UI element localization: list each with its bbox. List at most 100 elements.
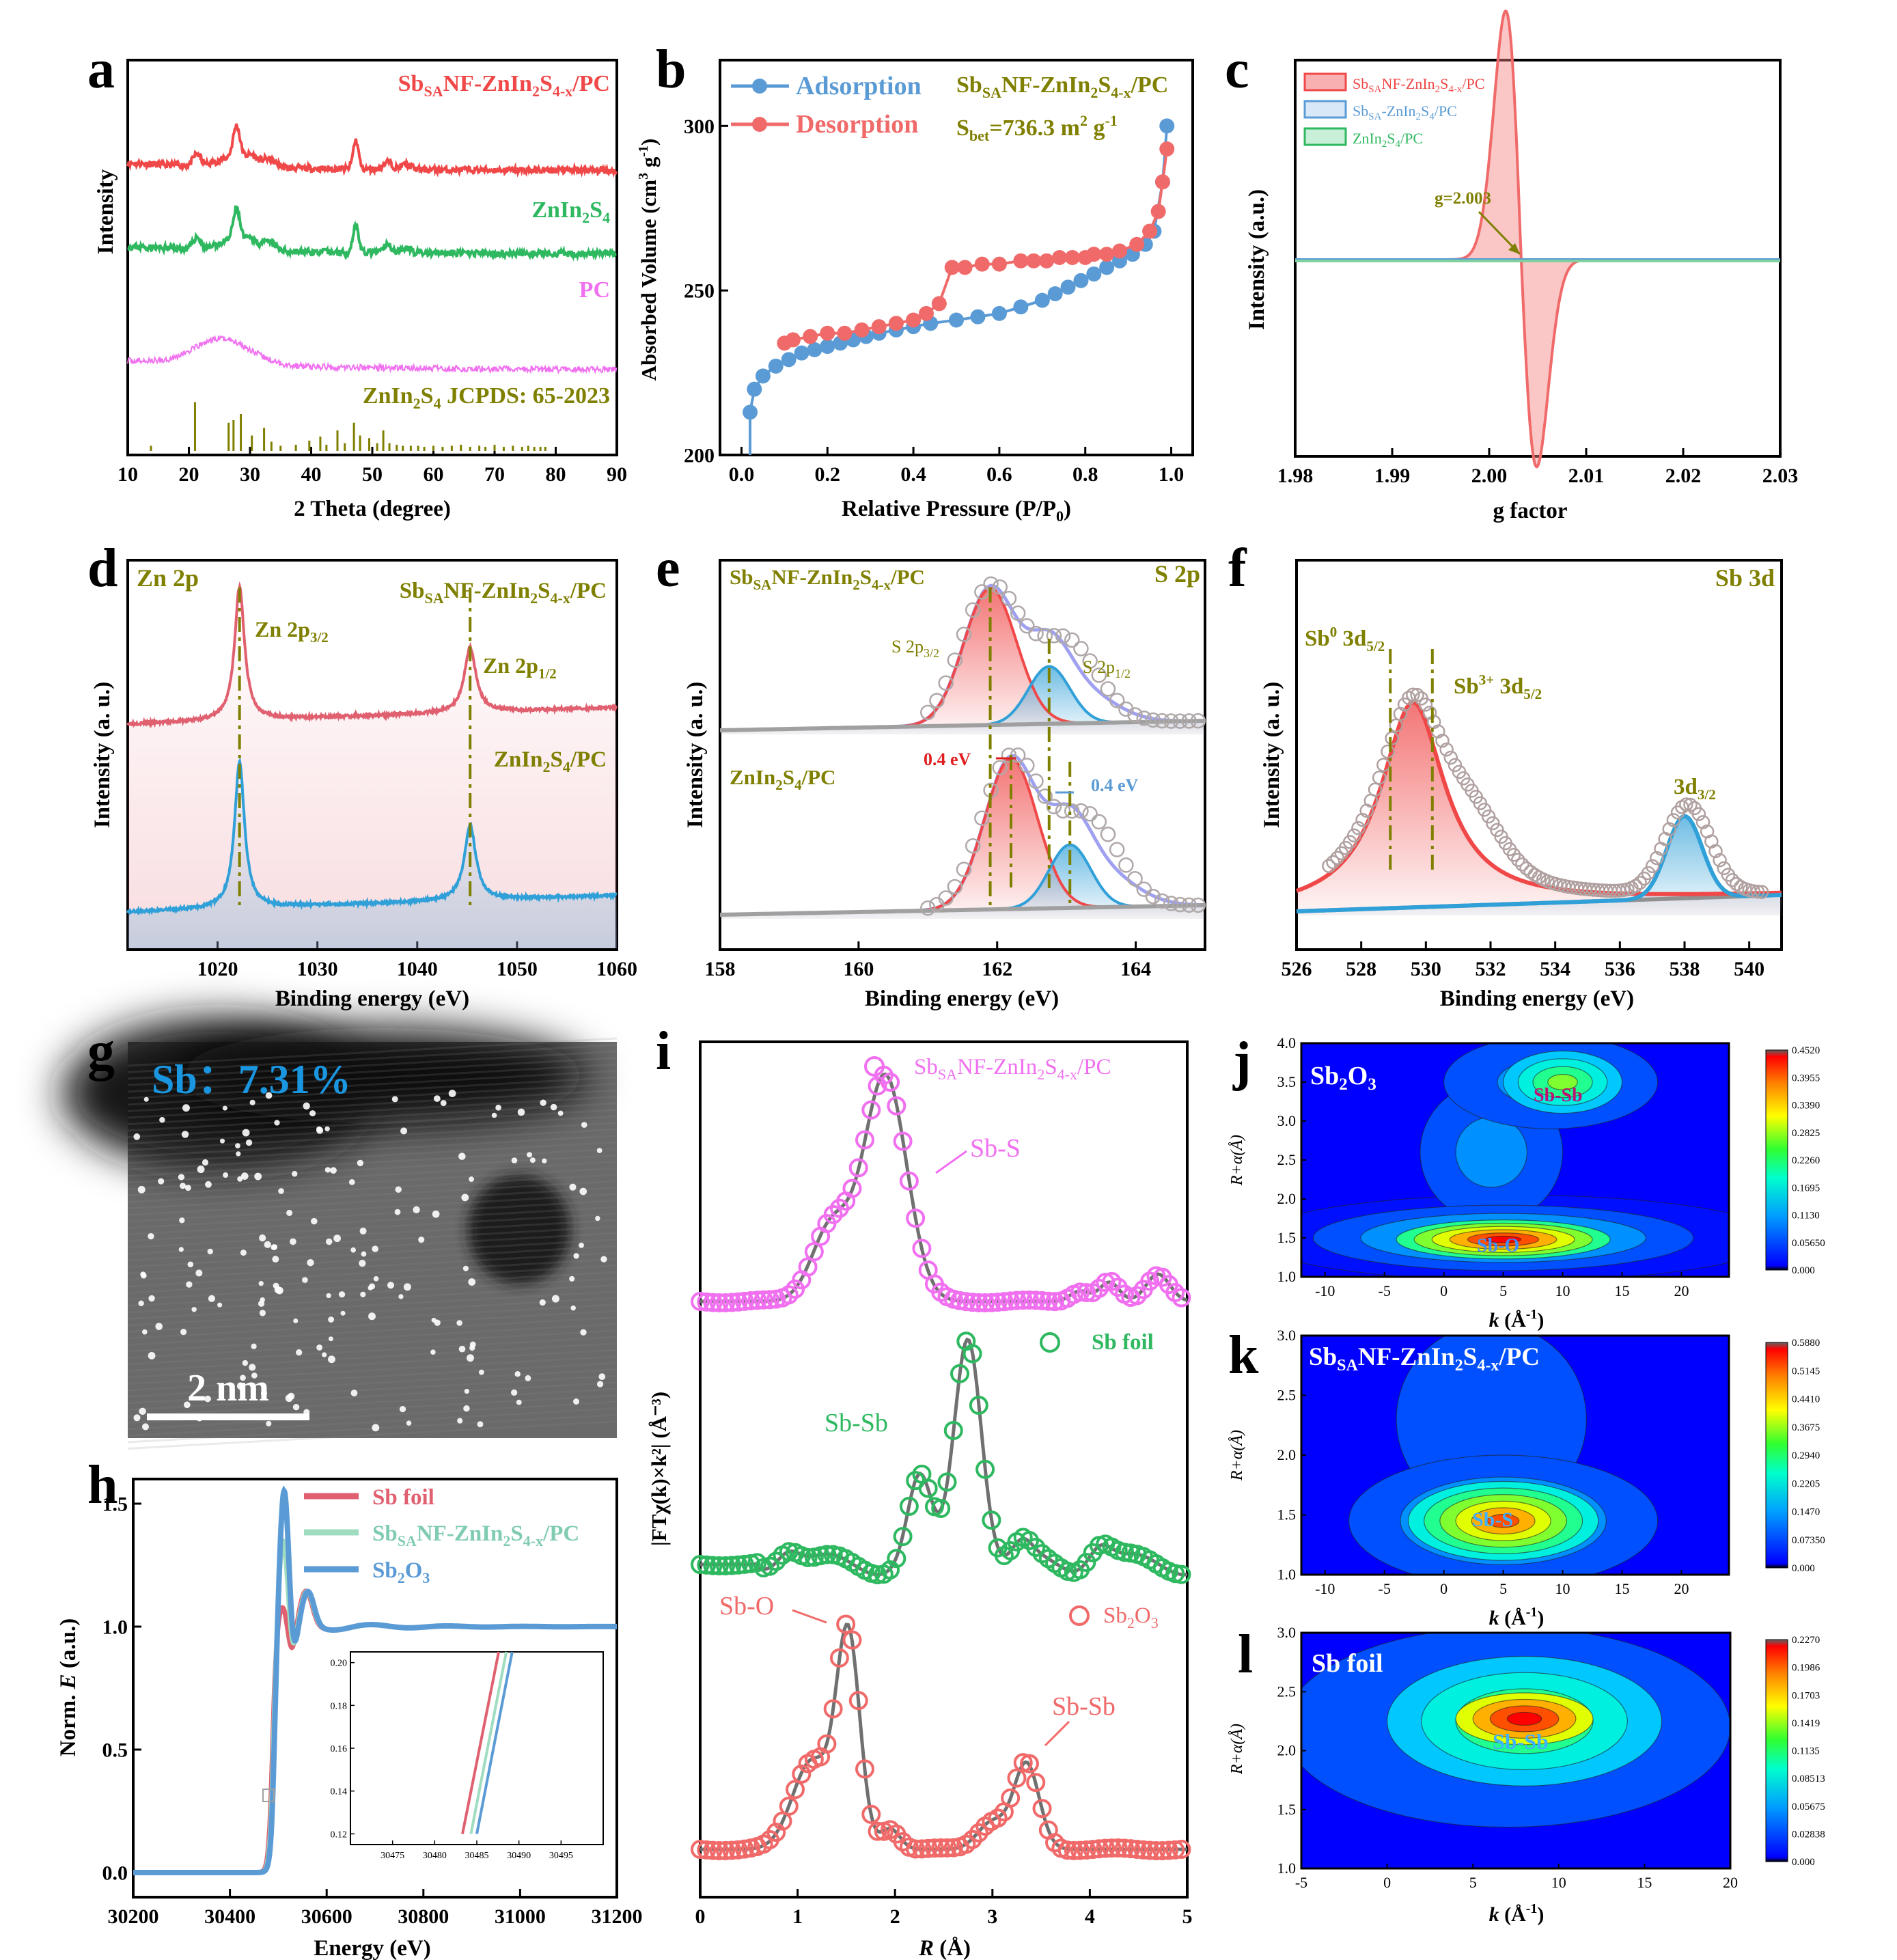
data-point — [938, 890, 954, 906]
data-point — [861, 1100, 881, 1120]
lattice-fringe — [127, 1122, 618, 1151]
sb-atom — [350, 1390, 358, 1397]
y-tick-label: 300 — [684, 115, 715, 138]
sb-atom — [418, 1237, 425, 1243]
data-point — [1683, 797, 1698, 812]
lattice-fringe — [127, 1316, 618, 1346]
data-point — [1443, 750, 1458, 765]
colorbar-label: 0.02838 — [1792, 1829, 1825, 1840]
lattice-fringe — [127, 1336, 618, 1366]
data-point — [1376, 758, 1391, 772]
data-point — [1077, 1553, 1096, 1573]
data-point — [861, 1804, 881, 1824]
data-point — [950, 1364, 970, 1383]
data-point — [1754, 885, 1769, 899]
data-point — [992, 760, 1008, 775]
data-point — [1140, 1840, 1160, 1860]
lattice-fringe — [127, 1381, 618, 1411]
x-tick-label: 2 — [890, 1905, 900, 1928]
colorbar-label: 0.05650 — [1792, 1238, 1825, 1249]
annotation-sb-sb: Sb-Sb — [1534, 1085, 1583, 1106]
data-point — [1064, 632, 1080, 648]
isotherm-point — [906, 312, 922, 328]
sb-atom — [413, 1206, 420, 1214]
sb-atom — [245, 1139, 253, 1146]
data-point — [1515, 857, 1529, 872]
data-point — [1145, 889, 1161, 905]
sb-atom — [273, 1282, 279, 1289]
x-tick-label: 2.03 — [1762, 465, 1799, 487]
data-point — [741, 1554, 761, 1573]
x-tick-label: 1020 — [197, 958, 238, 980]
sb-atom — [240, 1172, 249, 1180]
sb-atom — [579, 1242, 584, 1248]
xrd-curve — [126, 123, 618, 178]
xrd-curve — [127, 335, 618, 375]
sb-atom — [406, 1420, 412, 1426]
x-tick-label: 20 — [1674, 1580, 1689, 1597]
sb-atom — [368, 1285, 373, 1290]
x-tick-label: 30800 — [398, 1905, 449, 1928]
data-point — [1007, 1768, 1027, 1788]
panel-letter-h: h — [87, 1455, 118, 1515]
lattice-fringe — [127, 1219, 618, 1249]
data-point — [1102, 1271, 1122, 1291]
y-axis-label: Intensity (a. u.) — [683, 682, 708, 829]
y-tick-label: 1.5 — [1277, 1229, 1297, 1246]
sb-atom — [456, 1320, 462, 1326]
sb-atom — [373, 1276, 379, 1282]
sb-atom — [569, 1183, 577, 1191]
lattice-fringe — [127, 1115, 618, 1145]
sb-atom — [551, 1295, 559, 1303]
sb-atom — [141, 1329, 148, 1335]
sb-atom — [581, 1122, 587, 1128]
isotherm-point — [1060, 279, 1076, 295]
y-tick-label: 3.0 — [1277, 1327, 1297, 1344]
panel-c: 1.98 1.99 2.00 2.01 2.02 2.03 g factor Intens… — [1245, 9, 1799, 523]
data-point — [1679, 797, 1693, 812]
sb-atom — [324, 1126, 330, 1132]
inset-y-tick-label: 0.12 — [331, 1830, 348, 1840]
data-point — [703, 1293, 723, 1312]
lattice-fringe — [127, 1180, 618, 1210]
legend-item-3: ZnIn2S4/PC — [1353, 130, 1423, 150]
sb-atom — [237, 1176, 243, 1182]
isotherm-point — [974, 256, 990, 272]
data-point — [855, 1759, 874, 1779]
sb-atom — [448, 1090, 456, 1097]
isotherm-line — [749, 126, 1169, 455]
sample-label: SbSANF-ZnIn2S4-x/PC — [956, 72, 1168, 101]
x-axis-label: 2 Theta (degree) — [294, 497, 451, 521]
x-tick-label: 2.02 — [1665, 465, 1702, 487]
x-tick-label: 5 — [1469, 1874, 1477, 1891]
data-point — [1406, 687, 1420, 702]
y-tick-label: 200 — [684, 445, 715, 467]
data-point — [1100, 827, 1116, 842]
x-tick-label: 0.0 — [729, 463, 755, 486]
lattice-fringe — [127, 1284, 618, 1314]
x-tick-label: 1040 — [397, 958, 438, 980]
x-tick-label: 1.0 — [1159, 463, 1185, 486]
data-point — [842, 1630, 862, 1650]
sb-atom — [316, 1344, 323, 1351]
lattice-fringe — [127, 1141, 618, 1171]
data-point — [1019, 1754, 1039, 1773]
data-point — [1127, 871, 1143, 887]
contour-level — [1486, 1514, 1520, 1528]
x-tick-label: 534 — [1540, 958, 1570, 980]
lattice-fringe — [127, 1232, 618, 1262]
legend-desorption: Desorption — [796, 110, 918, 139]
isotherm-point — [837, 325, 853, 341]
x-tick-label: 40 — [301, 463, 322, 486]
sb-atom — [596, 1381, 604, 1388]
x-axis-label: R (Å) — [918, 1936, 971, 1960]
sb-atom — [249, 1364, 256, 1371]
data-point — [1154, 713, 1170, 729]
data-point — [1100, 681, 1116, 697]
data-point — [1091, 814, 1107, 830]
x-axis-label: k (Å-1) — [1489, 1605, 1545, 1629]
sb-atom — [286, 1209, 293, 1217]
dark-region-top — [178, 1028, 587, 1124]
lattice-fringe — [127, 1096, 618, 1125]
